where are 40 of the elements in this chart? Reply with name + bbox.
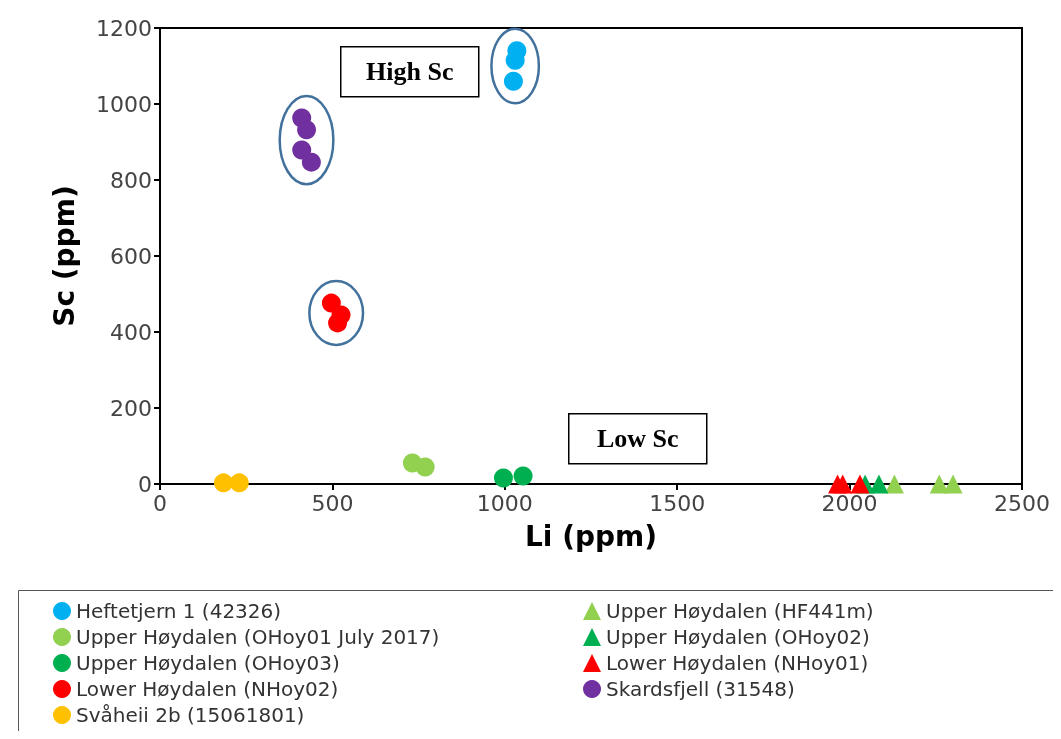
legend-label: Upper Høydalen (OHoy01 July 2017) — [76, 625, 440, 649]
y-tick-label: 200 — [110, 395, 152, 421]
x-tick-label: 500 — [311, 490, 354, 516]
y-tick-label: 800 — [110, 167, 152, 193]
point — [297, 120, 317, 140]
point — [850, 474, 870, 494]
point — [229, 473, 249, 493]
y-tick-label: 600 — [110, 243, 152, 269]
point — [503, 71, 523, 91]
x-axis-title: Li (ppm) — [524, 519, 658, 553]
x-tick-label: 2500 — [994, 490, 1051, 516]
point — [929, 474, 949, 494]
legend-label: Lower Høydalen (NHoy01) — [606, 651, 869, 675]
legend-label: Lower Høydalen (NHoy02) — [76, 677, 339, 701]
annotation: High Sc — [366, 57, 454, 87]
legend-label: Upper Høydalen (OHoy02) — [606, 625, 870, 649]
point — [493, 468, 513, 488]
y-axis-title: Sc (ppm) — [47, 185, 81, 327]
point — [415, 457, 435, 477]
y-tick-label: 1200 — [96, 15, 152, 41]
point — [513, 466, 533, 486]
y-tick-label: 400 — [110, 319, 152, 345]
point — [292, 140, 312, 160]
legend-label: Upper Høydalen (HF441m) — [606, 599, 874, 623]
point — [301, 152, 321, 172]
point — [213, 473, 233, 493]
x-tick-label: 1500 — [649, 490, 706, 516]
y-tick-label: 0 — [138, 471, 152, 497]
annotation: Low Sc — [596, 424, 679, 454]
legend-label: Upper Høydalen (OHoy03) — [76, 651, 340, 675]
legend-label: Skardsfjell (31548) — [606, 677, 795, 701]
x-tick-label: 2000 — [821, 490, 878, 516]
legend-label: Heftetjern 1 (42326) — [76, 599, 282, 623]
point — [833, 474, 853, 494]
x-tick-label: 1000 — [476, 490, 533, 516]
legend-label: Svåheii 2b (15061801) — [76, 703, 305, 727]
point — [869, 474, 889, 494]
y-tick-label: 1000 — [96, 91, 152, 117]
point — [943, 474, 963, 494]
point — [884, 474, 904, 494]
